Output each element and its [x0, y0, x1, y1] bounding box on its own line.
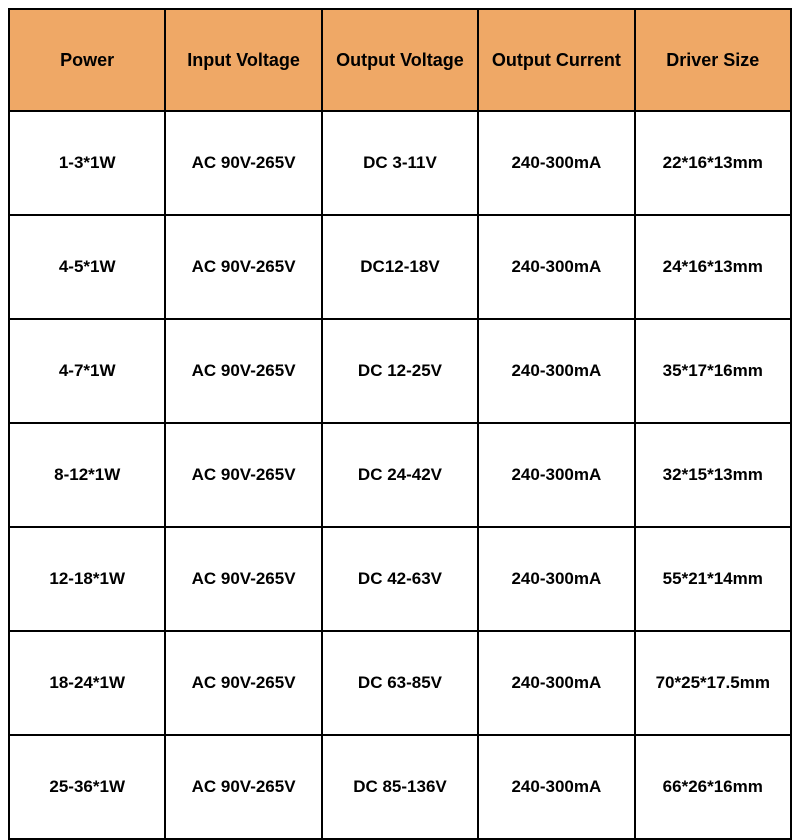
col-header-output-current: Output Current: [478, 9, 634, 111]
cell-output-voltage: DC12-18V: [322, 215, 478, 319]
cell-input-voltage: AC 90V-265V: [165, 527, 321, 631]
table-container: Power Input Voltage Output Voltage Outpu…: [0, 0, 800, 800]
cell-power: 4-7*1W: [9, 319, 165, 423]
cell-power: 25-36*1W: [9, 735, 165, 839]
table-row: 4-5*1W AC 90V-265V DC12-18V 240-300mA 24…: [9, 215, 791, 319]
cell-driver-size: 66*26*16mm: [635, 735, 791, 839]
driver-spec-table: Power Input Voltage Output Voltage Outpu…: [8, 8, 792, 840]
cell-output-current: 240-300mA: [478, 527, 634, 631]
col-header-driver-size: Driver Size: [635, 9, 791, 111]
cell-driver-size: 35*17*16mm: [635, 319, 791, 423]
cell-driver-size: 22*16*13mm: [635, 111, 791, 215]
cell-output-voltage: DC 12-25V: [322, 319, 478, 423]
cell-output-voltage: DC 42-63V: [322, 527, 478, 631]
cell-output-current: 240-300mA: [478, 111, 634, 215]
cell-driver-size: 32*15*13mm: [635, 423, 791, 527]
cell-power: 4-5*1W: [9, 215, 165, 319]
cell-input-voltage: AC 90V-265V: [165, 319, 321, 423]
table-row: 18-24*1W AC 90V-265V DC 63-85V 240-300mA…: [9, 631, 791, 735]
cell-power: 12-18*1W: [9, 527, 165, 631]
cell-input-voltage: AC 90V-265V: [165, 215, 321, 319]
cell-driver-size: 70*25*17.5mm: [635, 631, 791, 735]
col-header-output-voltage: Output Voltage: [322, 9, 478, 111]
cell-output-voltage: DC 3-11V: [322, 111, 478, 215]
col-header-power: Power: [9, 9, 165, 111]
col-header-input-voltage: Input Voltage: [165, 9, 321, 111]
cell-power: 8-12*1W: [9, 423, 165, 527]
cell-power: 1-3*1W: [9, 111, 165, 215]
table-header-row: Power Input Voltage Output Voltage Outpu…: [9, 9, 791, 111]
cell-driver-size: 24*16*13mm: [635, 215, 791, 319]
cell-input-voltage: AC 90V-265V: [165, 423, 321, 527]
table-row: 4-7*1W AC 90V-265V DC 12-25V 240-300mA 3…: [9, 319, 791, 423]
cell-output-voltage: DC 24-42V: [322, 423, 478, 527]
cell-input-voltage: AC 90V-265V: [165, 735, 321, 839]
cell-output-current: 240-300mA: [478, 735, 634, 839]
cell-input-voltage: AC 90V-265V: [165, 631, 321, 735]
cell-driver-size: 55*21*14mm: [635, 527, 791, 631]
cell-output-current: 240-300mA: [478, 423, 634, 527]
table-row: 8-12*1W AC 90V-265V DC 24-42V 240-300mA …: [9, 423, 791, 527]
table-row: 25-36*1W AC 90V-265V DC 85-136V 240-300m…: [9, 735, 791, 839]
table-row: 1-3*1W AC 90V-265V DC 3-11V 240-300mA 22…: [9, 111, 791, 215]
cell-output-current: 240-300mA: [478, 215, 634, 319]
table-row: 12-18*1W AC 90V-265V DC 42-63V 240-300mA…: [9, 527, 791, 631]
cell-power: 18-24*1W: [9, 631, 165, 735]
cell-output-voltage: DC 63-85V: [322, 631, 478, 735]
cell-output-current: 240-300mA: [478, 319, 634, 423]
cell-input-voltage: AC 90V-265V: [165, 111, 321, 215]
cell-output-current: 240-300mA: [478, 631, 634, 735]
cell-output-voltage: DC 85-136V: [322, 735, 478, 839]
